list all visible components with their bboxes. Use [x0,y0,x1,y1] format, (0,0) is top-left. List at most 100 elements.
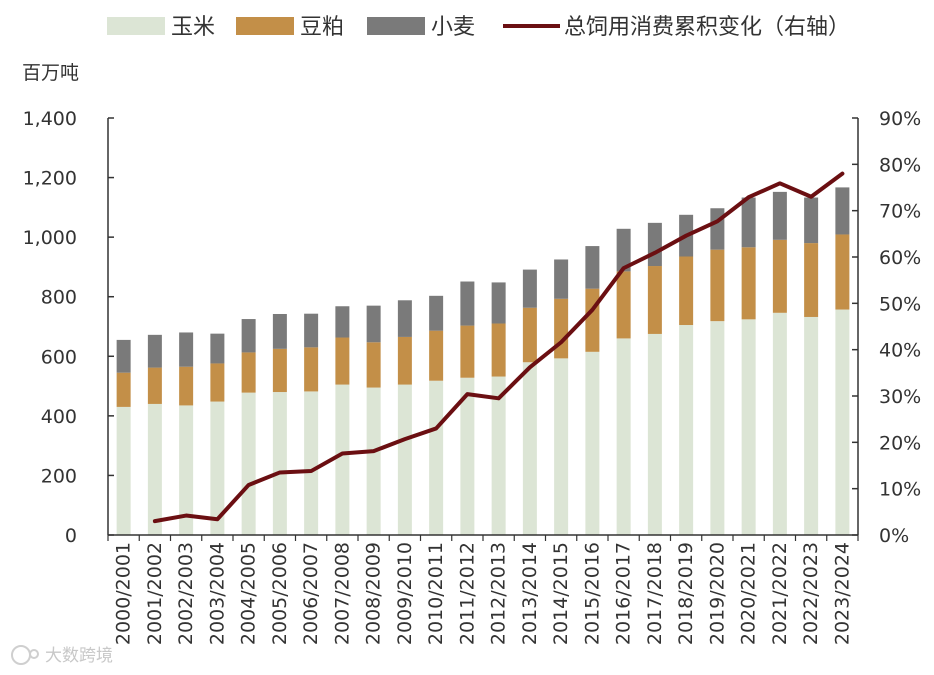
x-tick-label: 2021/2022 [769,542,791,645]
bar-wheat-12 [491,282,506,324]
legend-label-line: 总饲用消费累积变化（右轴） [564,15,850,40]
y-left-tick-label: 800 [41,287,77,309]
x-tick-label: 2016/2017 [613,542,635,645]
watermark-logo-icon [11,645,31,665]
line-point-16 [653,251,657,255]
line-layer [152,171,845,524]
bar-soymeal-14 [554,298,569,359]
bar-wheat-2 [179,332,194,367]
bar-wheat-10 [429,295,444,331]
x-tick-label: 2003/2004 [206,542,228,645]
bar-soymeal-16 [616,271,631,339]
bar-wheat-8 [366,305,381,343]
x-tick-label: 2017/2018 [644,542,666,645]
y-right-tick-label: 10% [879,479,921,501]
y-right-tick-label: 50% [879,293,921,315]
bar-corn-12 [491,376,506,535]
y-left-tick-label: 0 [65,525,77,547]
bar-corn-4 [241,392,256,535]
bar-soymeal-13 [522,307,537,363]
bar-corn-15 [585,351,600,535]
x-tick-label: 2011/2012 [456,542,478,645]
y-right-tick-label: 20% [879,432,921,454]
watermark: 大数跨境 [11,645,113,666]
x-tick-label: 2005/2006 [269,542,291,645]
line-point-6 [340,451,344,455]
x-tick-label: 2013/2014 [519,542,541,645]
bar-soymeal-12 [491,323,506,377]
legend: 玉米 豆粕 小麦 总饲用消费累积变化（右轴） [107,15,850,40]
line-point-2 [215,517,219,521]
bar-wheat-15 [585,246,600,289]
legend-label-wheat: 小麦 [431,15,475,40]
bar-corn-3 [210,401,225,535]
x-tick-label: 2018/2019 [675,542,697,645]
line-point-21 [809,195,813,199]
bar-corn-13 [522,362,537,535]
line-point-5 [309,469,313,473]
line-point-3 [247,483,251,487]
line-point-1 [184,514,188,518]
line-point-7 [372,449,376,453]
y-left-tick-label: 600 [41,346,77,368]
bar-corn-18 [679,325,694,535]
bar-wheat-4 [241,319,256,353]
bar-wheat-17 [647,222,662,267]
x-tick-label: 2023/2024 [831,542,853,645]
x-tick-label: 2022/2023 [800,542,822,645]
bar-soymeal-22 [804,243,819,317]
legend-swatch-wheat [367,17,425,35]
y-right-tick-label: 30% [879,386,921,408]
bar-corn-5 [272,392,287,535]
line-point-9 [434,426,438,430]
x-tick-label: 2006/2007 [300,542,322,645]
y-right-tick-label: 80% [879,154,921,176]
bar-corn-10 [429,380,444,535]
bar-corn-8 [366,387,381,535]
y-left-tick-label: 400 [41,406,77,428]
bar-soymeal-20 [741,247,756,320]
bars [116,187,850,535]
line-point-10 [465,392,469,396]
bar-corn-20 [741,319,756,535]
bar-soymeal-23 [835,234,850,310]
bar-wheat-20 [741,197,756,248]
x-tick-label: 2000/2001 [113,542,135,645]
line-point-8 [403,437,407,441]
line-point-11 [497,396,501,400]
bar-soymeal-7 [335,337,350,385]
bar-corn-9 [397,384,412,535]
bar-corn-17 [647,333,662,535]
bar-wheat-5 [272,313,287,349]
x-tick-label: 2020/2021 [738,542,760,645]
bar-wheat-1 [147,334,162,368]
axes: 0 200 400 600 800 1,000 1,200 1,400 0% 10% 20% 30% 4… [23,108,922,645]
bar-soymeal-8 [366,342,381,388]
bar-soymeal-21 [772,239,787,313]
line-point-15 [622,266,626,270]
bar-corn-22 [804,316,819,535]
bar-corn-2 [179,405,194,535]
bar-corn-11 [460,377,475,535]
y-right-tick-label: 90% [879,108,921,130]
bar-wheat-16 [616,228,631,272]
line-point-22 [840,172,844,176]
line-point-4 [278,470,282,474]
y-left-tick-label: 1,400 [23,108,77,130]
line-point-20 [778,181,782,185]
bar-wheat-13 [522,269,537,308]
bar-wheat-11 [460,281,475,326]
bar-wheat-19 [710,208,725,250]
bar-wheat-14 [554,259,569,299]
x-tick-label: 2009/2010 [394,542,416,645]
bar-soymeal-19 [710,249,725,322]
bar-soymeal-10 [429,330,444,381]
bar-corn-19 [710,321,725,535]
bar-soymeal-2 [179,366,194,406]
bar-wheat-9 [397,300,412,337]
x-tick-label: 2002/2003 [175,542,197,645]
bar-soymeal-17 [647,266,662,334]
bar-wheat-21 [772,191,787,240]
watermark-logo-dot-icon [29,649,39,659]
